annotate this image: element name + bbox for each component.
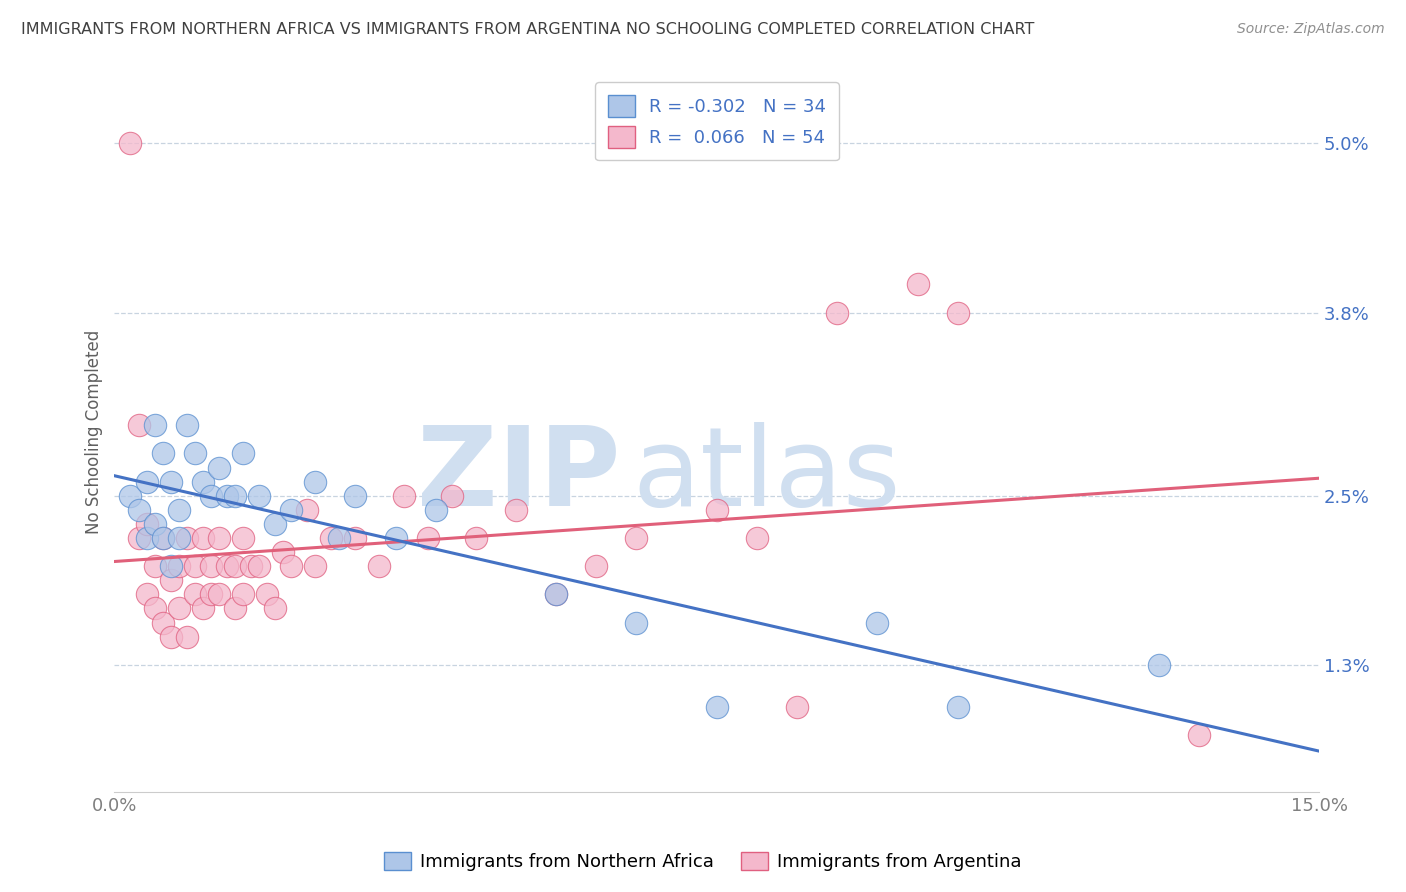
Point (271, 545, 294, 559)
Point (280, 559, 302, 574)
Legend: Immigrants from Northern Africa, Immigrants from Argentina: Immigrants from Northern Africa, Immigra… (377, 845, 1029, 879)
Point (344, 489, 367, 503)
Point (280, 503, 302, 517)
Point (232, 446, 254, 460)
Legend: R = -0.302   N = 34, R =  0.066   N = 54: R = -0.302 N = 34, R = 0.066 N = 54 (595, 82, 839, 161)
Point (176, 630, 198, 644)
Point (200, 489, 222, 503)
Point (167, 601, 190, 615)
Point (585, 559, 607, 574)
Point (1147, 657, 1170, 672)
Point (321, 531, 343, 545)
Point (120, 489, 142, 503)
Point (159, 475, 181, 489)
Point (208, 531, 231, 545)
Point (247, 559, 270, 574)
Point (224, 601, 246, 615)
Point (464, 531, 486, 545)
Point (866, 615, 889, 630)
Point (176, 531, 198, 545)
Point (135, 475, 157, 489)
Point (215, 559, 238, 574)
Point (152, 446, 174, 460)
Point (167, 503, 190, 517)
Point (215, 489, 238, 503)
Point (143, 601, 166, 615)
Point (1188, 728, 1211, 742)
Point (416, 531, 439, 545)
Point (264, 601, 287, 615)
Point (384, 531, 406, 545)
Point (183, 587, 205, 601)
Point (167, 559, 190, 574)
Point (152, 615, 174, 630)
Point (143, 559, 166, 574)
Point (626, 615, 648, 630)
Point (143, 418, 166, 433)
Point (200, 587, 222, 601)
Point (200, 559, 222, 574)
Point (786, 700, 808, 714)
Y-axis label: No Schooling Completed: No Schooling Completed (86, 330, 103, 534)
Point (159, 574, 181, 588)
Point (706, 503, 728, 517)
Point (224, 489, 246, 503)
Point (295, 503, 318, 517)
Point (159, 630, 181, 644)
Point (264, 516, 287, 531)
Point (546, 587, 568, 601)
Point (505, 503, 527, 517)
Point (128, 531, 150, 545)
Point (946, 700, 969, 714)
Point (440, 489, 463, 503)
Point (135, 587, 157, 601)
Point (152, 531, 174, 545)
Point (368, 559, 391, 574)
Point (208, 460, 231, 475)
Point (183, 446, 205, 460)
Point (152, 531, 174, 545)
Point (224, 559, 246, 574)
Point (392, 489, 415, 503)
Point (128, 418, 150, 433)
Point (247, 489, 270, 503)
Point (546, 587, 568, 601)
Point (208, 587, 231, 601)
Point (745, 531, 768, 545)
Point (946, 305, 969, 319)
Point (159, 559, 181, 574)
Point (232, 587, 254, 601)
Point (304, 559, 326, 574)
Point (825, 305, 848, 319)
Point (191, 475, 214, 489)
Point (135, 531, 157, 545)
Point (176, 418, 198, 433)
Point (626, 531, 648, 545)
Point (344, 531, 367, 545)
Point (135, 516, 157, 531)
Point (328, 531, 350, 545)
Text: atlas: atlas (633, 422, 901, 529)
Point (120, 136, 142, 151)
Text: Source: ZipAtlas.com: Source: ZipAtlas.com (1237, 22, 1385, 37)
Point (183, 559, 205, 574)
Text: ZIP: ZIP (418, 422, 620, 529)
Point (191, 531, 214, 545)
Point (232, 531, 254, 545)
Point (304, 475, 326, 489)
Point (167, 531, 190, 545)
Point (706, 700, 728, 714)
Point (425, 503, 447, 517)
Point (256, 587, 278, 601)
Point (239, 559, 262, 574)
Point (907, 277, 929, 292)
Point (191, 601, 214, 615)
Point (143, 516, 166, 531)
Point (128, 503, 150, 517)
Text: IMMIGRANTS FROM NORTHERN AFRICA VS IMMIGRANTS FROM ARGENTINA NO SCHOOLING COMPLE: IMMIGRANTS FROM NORTHERN AFRICA VS IMMIG… (21, 22, 1035, 37)
